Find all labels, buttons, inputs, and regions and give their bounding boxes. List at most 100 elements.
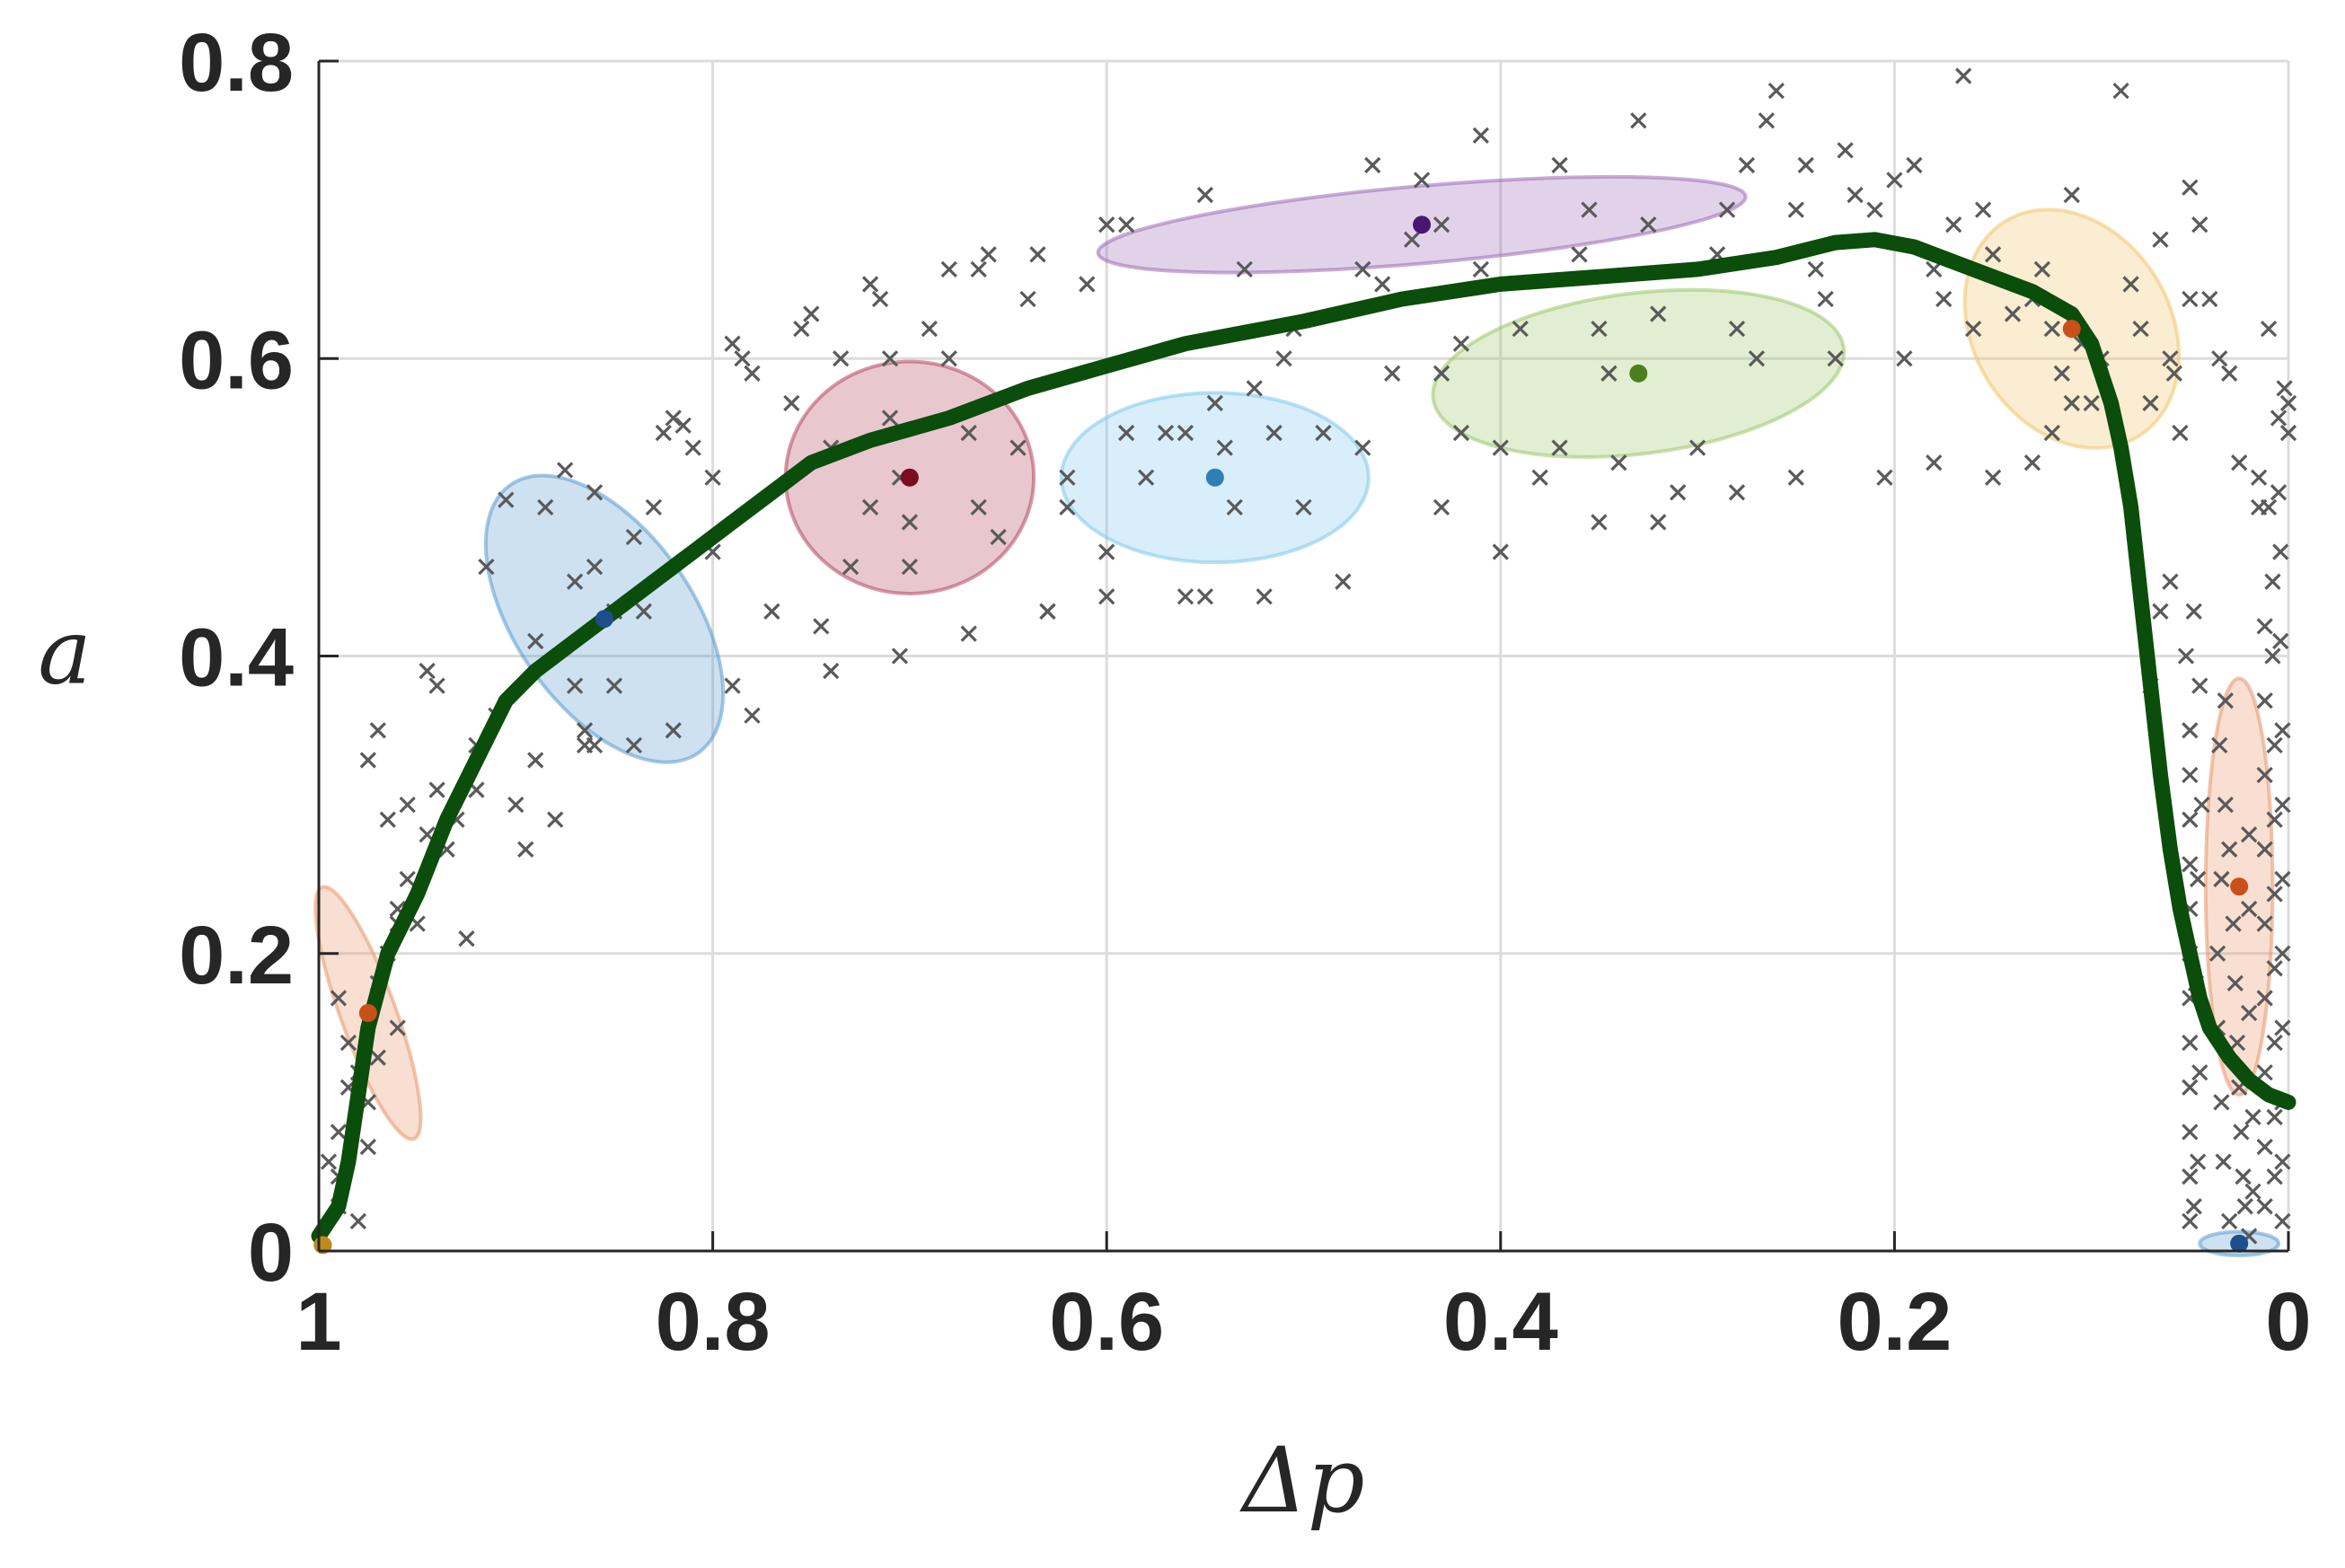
data-point [2241,1004,2258,1022]
data-point [1354,260,1371,278]
data-point [2274,1019,2291,1036]
data-point [478,558,495,576]
data-point [517,841,534,858]
data-point [458,930,475,947]
data-point [2043,320,2060,338]
data-point [1688,439,1706,456]
data-point [1896,350,1913,367]
data-point [734,350,751,367]
data-point [861,276,879,293]
data-point [2211,736,2228,754]
data-point [1640,216,1657,233]
x-axis-title: Δp [1239,1428,1364,1533]
data-point [1117,424,1135,442]
data-point [2201,290,2218,308]
data-point [1335,573,1352,590]
data-point [2182,1123,2199,1141]
data-point [2208,945,2226,962]
data-point [783,394,800,412]
data-point [940,260,957,278]
data-point [1472,127,1490,144]
data-point [2266,736,2283,754]
data-point [1591,514,1608,531]
data-point [871,290,889,308]
data-point [861,498,879,516]
data-point [1403,231,1421,248]
data-point [1551,439,1568,456]
data-point [2217,692,2234,709]
data-point [2241,826,2258,843]
data-point [970,260,987,278]
data-point [349,1212,366,1230]
data-point [2182,1079,2199,1096]
cluster-4-center [1205,468,1224,487]
data-point [1807,260,1824,278]
data-point [2189,1153,2207,1170]
trend-line-group [311,232,2297,1244]
data-point [2274,1153,2291,1170]
y-tick-label: 0 [248,1207,294,1299]
data-points [320,67,2297,1245]
data-point [2162,573,2179,590]
data-point [2266,1108,2283,1126]
data-point [1039,603,1056,620]
data-point [1866,201,1883,218]
data-point [744,365,761,382]
data-point [2244,1183,2261,1200]
data-point [2063,186,2080,204]
x-tick-label: 0 [2265,1276,2311,1368]
data-point [2256,1138,2273,1156]
data-point [2083,394,2100,412]
data-point [1452,424,1470,442]
data-point [2260,320,2278,338]
data-point [369,722,386,739]
data-point [1354,439,1371,456]
data-point [1374,276,1391,293]
data-point [2266,1034,2283,1052]
data-point [1206,394,1223,412]
data-point [1964,320,1982,338]
data-point [901,558,919,576]
data-point [2272,632,2289,650]
data-point [1196,186,1213,204]
data-point [803,305,820,322]
data-point [891,647,909,665]
x-tick-label: 0.6 [1049,1276,1164,1368]
data-point [2182,179,2199,196]
y-tick-label: 0.4 [179,612,294,704]
data-point [1571,246,1588,263]
data-point [2177,647,2195,665]
data-point [2266,885,2283,903]
data-point [1079,276,1096,293]
data-point [1413,172,1431,189]
data-point [1531,469,1548,486]
data-point [2132,320,2149,338]
data-point [2182,1212,2199,1230]
data-point [2274,722,2291,739]
data-point [2185,603,2202,620]
data-point [1945,216,1962,233]
data-point [379,811,396,828]
cluster-7-center [2062,320,2081,339]
data-point [881,410,899,427]
data-point [1728,320,1746,338]
data-point [1492,439,1509,456]
data-point [586,484,604,501]
data-point [1246,380,1263,397]
cluster-6-center [1629,364,1648,383]
data-point [655,424,672,442]
data-point [1019,290,1036,308]
x-tick-label: 0.4 [1443,1276,1558,1368]
data-point [2226,974,2244,992]
data-point [2215,1153,2232,1170]
y-tick-label: 0.8 [179,17,294,109]
data-point [566,573,584,590]
data-point [2185,1198,2202,1215]
data-point [1492,543,1509,560]
data-point [2211,350,2228,367]
data-point [813,618,830,635]
data-point [369,1049,386,1066]
data-point [2213,870,2230,888]
data-point [645,498,662,516]
data-point [1591,320,1608,338]
